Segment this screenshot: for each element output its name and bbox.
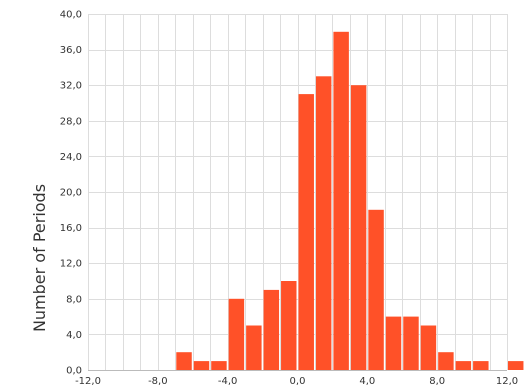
y-tick-label: 24,0 (60, 152, 82, 163)
x-tick-label: 12,0 (496, 376, 518, 387)
bars (176, 31, 524, 371)
y-axis-title: Number of Periods (30, 184, 49, 332)
histogram-bar (473, 361, 489, 370)
y-tick-label: 36,0 (60, 45, 82, 56)
x-tick-label: -4,0 (218, 376, 238, 387)
histogram-bar (385, 316, 402, 370)
y-tick-label: 0,0 (66, 366, 82, 377)
y-tick-label: 16,0 (60, 223, 82, 234)
y-tick-label: 8,0 (66, 294, 82, 305)
x-tick-label: -12,0 (75, 376, 101, 387)
histogram-bar (246, 325, 262, 370)
x-tick-label: 0,0 (290, 376, 306, 387)
histogram-bar (403, 316, 419, 370)
histogram-bar (281, 281, 297, 370)
grid-lines (88, 14, 508, 371)
histogram-bar (176, 352, 192, 370)
histogram-bar (420, 325, 437, 370)
y-tick-label: 32,0 (60, 81, 82, 92)
y-tick-label: 40,0 (60, 10, 82, 21)
y-tick-label: 28,0 (60, 116, 82, 127)
y-tick-label: 4,0 (66, 330, 82, 341)
x-tick-label: 8,0 (429, 376, 445, 387)
tick-labels: 0,0 4,0 8,0 12,0 16,0 20,0 24,0 28,0 32,0 36,0 40,… (60, 10, 518, 388)
histogram-bar (211, 361, 227, 370)
y-tick-label: 20,0 (60, 188, 82, 199)
histogram-bar (438, 352, 454, 370)
x-tick-label: -8,0 (148, 376, 168, 387)
histogram-bar (350, 85, 367, 370)
histogram-bar (228, 298, 245, 370)
histogram-bar (263, 289, 280, 370)
histogram-bar (333, 31, 349, 371)
x-tick-label: 4,0 (359, 376, 375, 387)
histogram-bar (455, 361, 472, 370)
histogram-bar (368, 209, 384, 370)
y-tick-label: 12,0 (60, 259, 82, 270)
histogram-bar (508, 361, 524, 370)
histogram-bar (298, 94, 314, 370)
histogram-bar (315, 76, 332, 371)
histogram-bar (193, 361, 210, 370)
